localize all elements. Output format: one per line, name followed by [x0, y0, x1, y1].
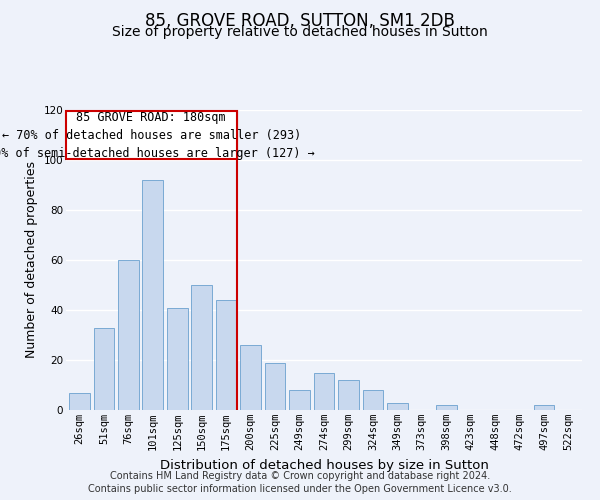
Bar	[436, 405, 457, 410]
Bar	[167, 308, 188, 410]
Bar	[216, 300, 236, 410]
Bar	[66, 112, 236, 159]
Bar	[69, 392, 90, 410]
Bar	[142, 180, 163, 410]
Bar	[387, 402, 408, 410]
Bar	[314, 372, 334, 410]
Text: 85, GROVE ROAD, SUTTON, SM1 2DB: 85, GROVE ROAD, SUTTON, SM1 2DB	[145, 12, 455, 30]
Text: Contains public sector information licensed under the Open Government Licence v3: Contains public sector information licen…	[88, 484, 512, 494]
X-axis label: Distribution of detached houses by size in Sutton: Distribution of detached houses by size …	[160, 458, 488, 471]
Bar	[191, 285, 212, 410]
Text: Size of property relative to detached houses in Sutton: Size of property relative to detached ho…	[112, 25, 488, 39]
Bar	[362, 390, 383, 410]
Bar	[94, 328, 114, 410]
Bar	[338, 380, 359, 410]
Bar	[240, 345, 261, 410]
Y-axis label: Number of detached properties: Number of detached properties	[25, 162, 38, 358]
Bar	[265, 362, 286, 410]
Bar	[289, 390, 310, 410]
Bar	[534, 405, 554, 410]
Bar	[118, 260, 139, 410]
Text: Contains HM Land Registry data © Crown copyright and database right 2024.: Contains HM Land Registry data © Crown c…	[110, 471, 490, 481]
Text: 85 GROVE ROAD: 180sqm
← 70% of detached houses are smaller (293)
30% of semi-det: 85 GROVE ROAD: 180sqm ← 70% of detached …	[0, 110, 315, 160]
